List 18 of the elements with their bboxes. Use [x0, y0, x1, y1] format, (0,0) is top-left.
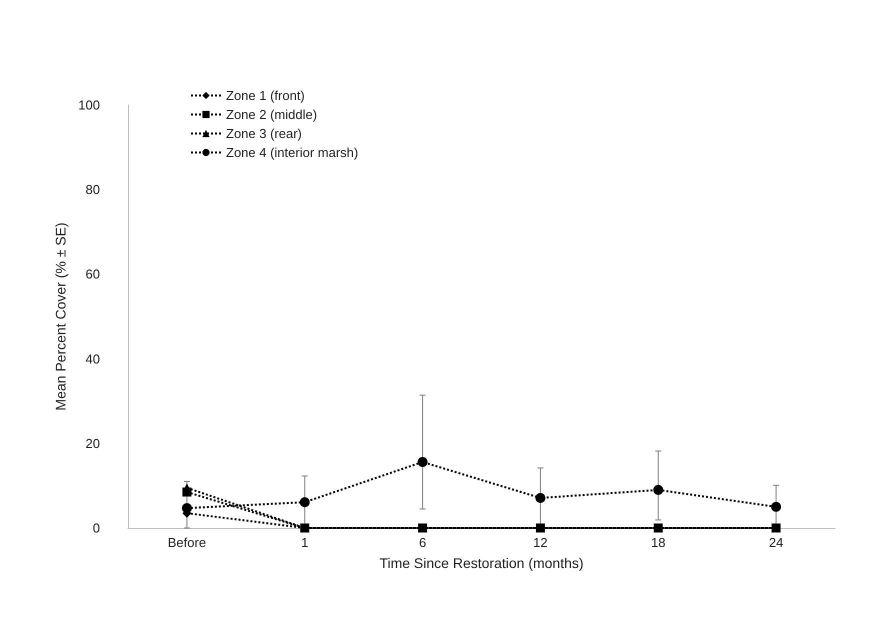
legend-label: Zone 2 (middle): [226, 107, 318, 122]
x-tick-label: Before: [168, 535, 206, 550]
x-tick-label: 1: [301, 535, 308, 550]
y-tick-label: 80: [86, 182, 100, 198]
x-tick-label: 24: [768, 535, 784, 550]
y-tick-label: 0: [92, 520, 100, 536]
legend-label: Zone 3 (rear): [226, 126, 302, 141]
x-tick-label: 12: [533, 535, 548, 550]
x-tick-label: 6: [418, 535, 426, 550]
x-axis-title: Time Since Restoration (months): [379, 555, 584, 571]
y-tick-label: 40: [86, 351, 100, 366]
y-tick-label: 100: [78, 98, 100, 112]
x-tick-label: 18: [651, 535, 666, 550]
y-tick-label: 20: [86, 436, 100, 451]
y-tick-label: 60: [86, 266, 100, 282]
legend-label: Zone 4 (interior marsh): [226, 145, 358, 160]
legend-label: Zone 1 (front): [226, 88, 305, 103]
y-axis-title: Mean Percent Cover (% ± SE): [52, 222, 68, 411]
